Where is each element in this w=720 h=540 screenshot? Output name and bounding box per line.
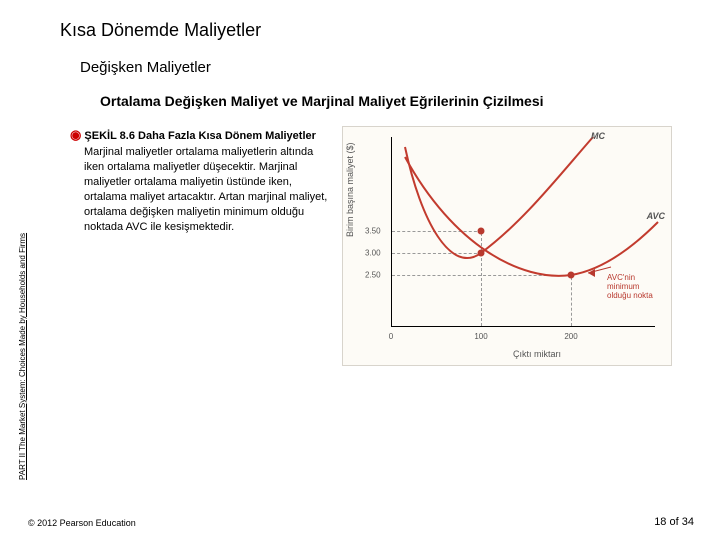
- page-number: 18 of 34: [654, 516, 694, 528]
- page-sep: of: [670, 516, 679, 528]
- data-point: [478, 227, 485, 234]
- figure-caption-title: Daha Fazla Kısa Dönem Maliyetler: [138, 130, 316, 142]
- min-point-annotation: AVC'nin minimum olduğu nokta: [607, 273, 663, 301]
- page-total: 34: [682, 516, 694, 528]
- mc-curve: [405, 137, 593, 258]
- figure-body: Marjinal maliyetler ortalama maliyetleri…: [84, 145, 330, 234]
- bullet-icon: ◉: [70, 127, 81, 142]
- figure-caption-prefix: ŞEKİL 8.6: [84, 130, 135, 142]
- slide-title: Kısa Dönemde Maliyetler: [60, 20, 680, 41]
- data-point: [478, 249, 485, 256]
- avc-curve: [405, 157, 658, 276]
- mc-label: MC: [591, 131, 605, 141]
- figure-caption: ◉ ŞEKİL 8.6 Daha Fazla Kısa Dönem Maliye…: [70, 126, 330, 144]
- main-content: Kısa Dönemde Maliyetler Değişken Maliyet…: [0, 0, 720, 386]
- avc-label: AVC: [647, 211, 665, 221]
- slide-subtitle: Değişken Maliyetler: [80, 59, 680, 76]
- sidebar-part-label: PART II The Market System: Choices Made …: [18, 233, 27, 480]
- figure-text: ◉ ŞEKİL 8.6 Daha Fazla Kısa Dönem Maliye…: [70, 126, 330, 386]
- curves-svg: [343, 127, 673, 367]
- content-row: ◉ ŞEKİL 8.6 Daha Fazla Kısa Dönem Maliye…: [70, 126, 680, 386]
- page-current: 18: [654, 516, 666, 528]
- data-point: [568, 271, 575, 278]
- cost-curves-chart: Birim başına maliyet ($) Çıktı miktarı 2…: [342, 126, 672, 366]
- copyright: © 2012 Pearson Education: [28, 518, 136, 528]
- chart-container: Birim başına maliyet ($) Çıktı miktarı 2…: [342, 126, 680, 386]
- section-heading: Ortalama Değişken Maliyet ve Marjinal Ma…: [100, 92, 680, 112]
